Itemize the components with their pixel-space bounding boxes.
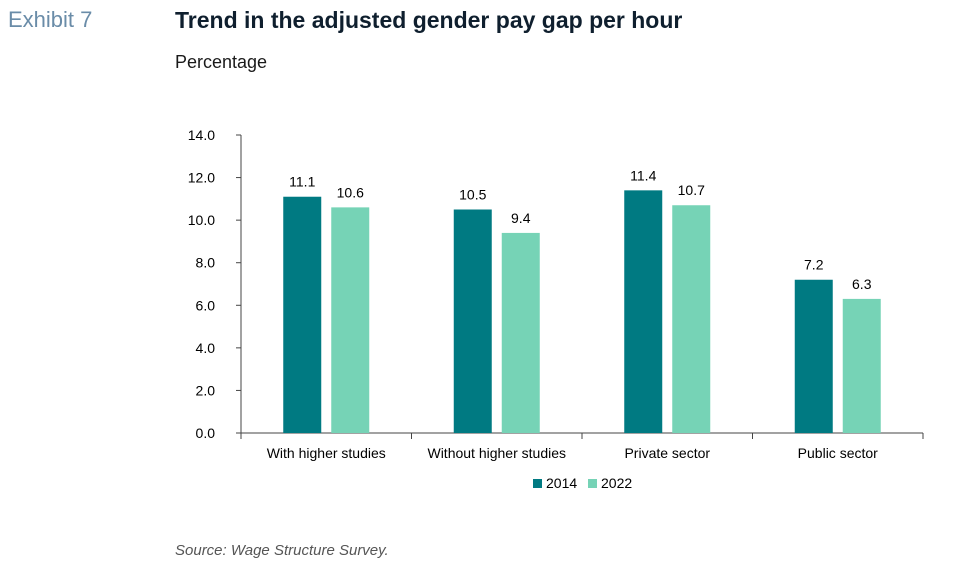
source-note: Source: Wage Structure Survey. <box>175 542 389 559</box>
data-label: 11.4 <box>630 167 656 183</box>
bar-2014 <box>624 190 663 433</box>
y-tick-label: 10.0 <box>188 212 215 228</box>
x-category-label: Without higher studies <box>427 445 566 461</box>
chart-subtitle: Percentage <box>175 52 268 72</box>
data-label: 10.5 <box>459 187 486 203</box>
exhibit-label: Exhibit 7 <box>8 7 93 32</box>
y-tick-label: 6.0 <box>196 297 216 313</box>
y-tick-label: 0.0 <box>196 425 216 441</box>
bar-2022 <box>672 205 711 433</box>
bar-2014 <box>283 196 322 433</box>
bar-2014 <box>794 279 833 433</box>
legend-swatch <box>588 479 597 488</box>
y-tick-label: 4.0 <box>196 340 216 356</box>
bar-2014 <box>453 209 492 433</box>
y-tick-label: 2.0 <box>196 382 216 398</box>
data-label: 10.6 <box>337 184 364 200</box>
data-label: 11.1 <box>289 174 315 190</box>
data-label: 7.2 <box>804 257 824 273</box>
data-label: 10.7 <box>678 182 705 198</box>
legend-swatch <box>533 479 542 488</box>
bar-2022 <box>842 298 881 433</box>
data-label: 6.3 <box>852 276 872 292</box>
y-tick-label: 8.0 <box>196 255 216 271</box>
legend-label: 2022 <box>601 475 632 491</box>
bar-2022 <box>331 207 370 433</box>
bar-2022 <box>501 232 540 433</box>
x-category-label: With higher studies <box>267 445 386 461</box>
x-category-label: Public sector <box>798 445 878 461</box>
x-category-label: Private sector <box>624 445 710 461</box>
chart-title: Trend in the adjusted gender pay gap per… <box>175 7 683 33</box>
legend-label: 2014 <box>546 475 577 491</box>
data-label: 9.4 <box>511 210 531 226</box>
y-tick-label: 12.0 <box>188 170 215 186</box>
y-tick-label: 14.0 <box>188 127 215 143</box>
